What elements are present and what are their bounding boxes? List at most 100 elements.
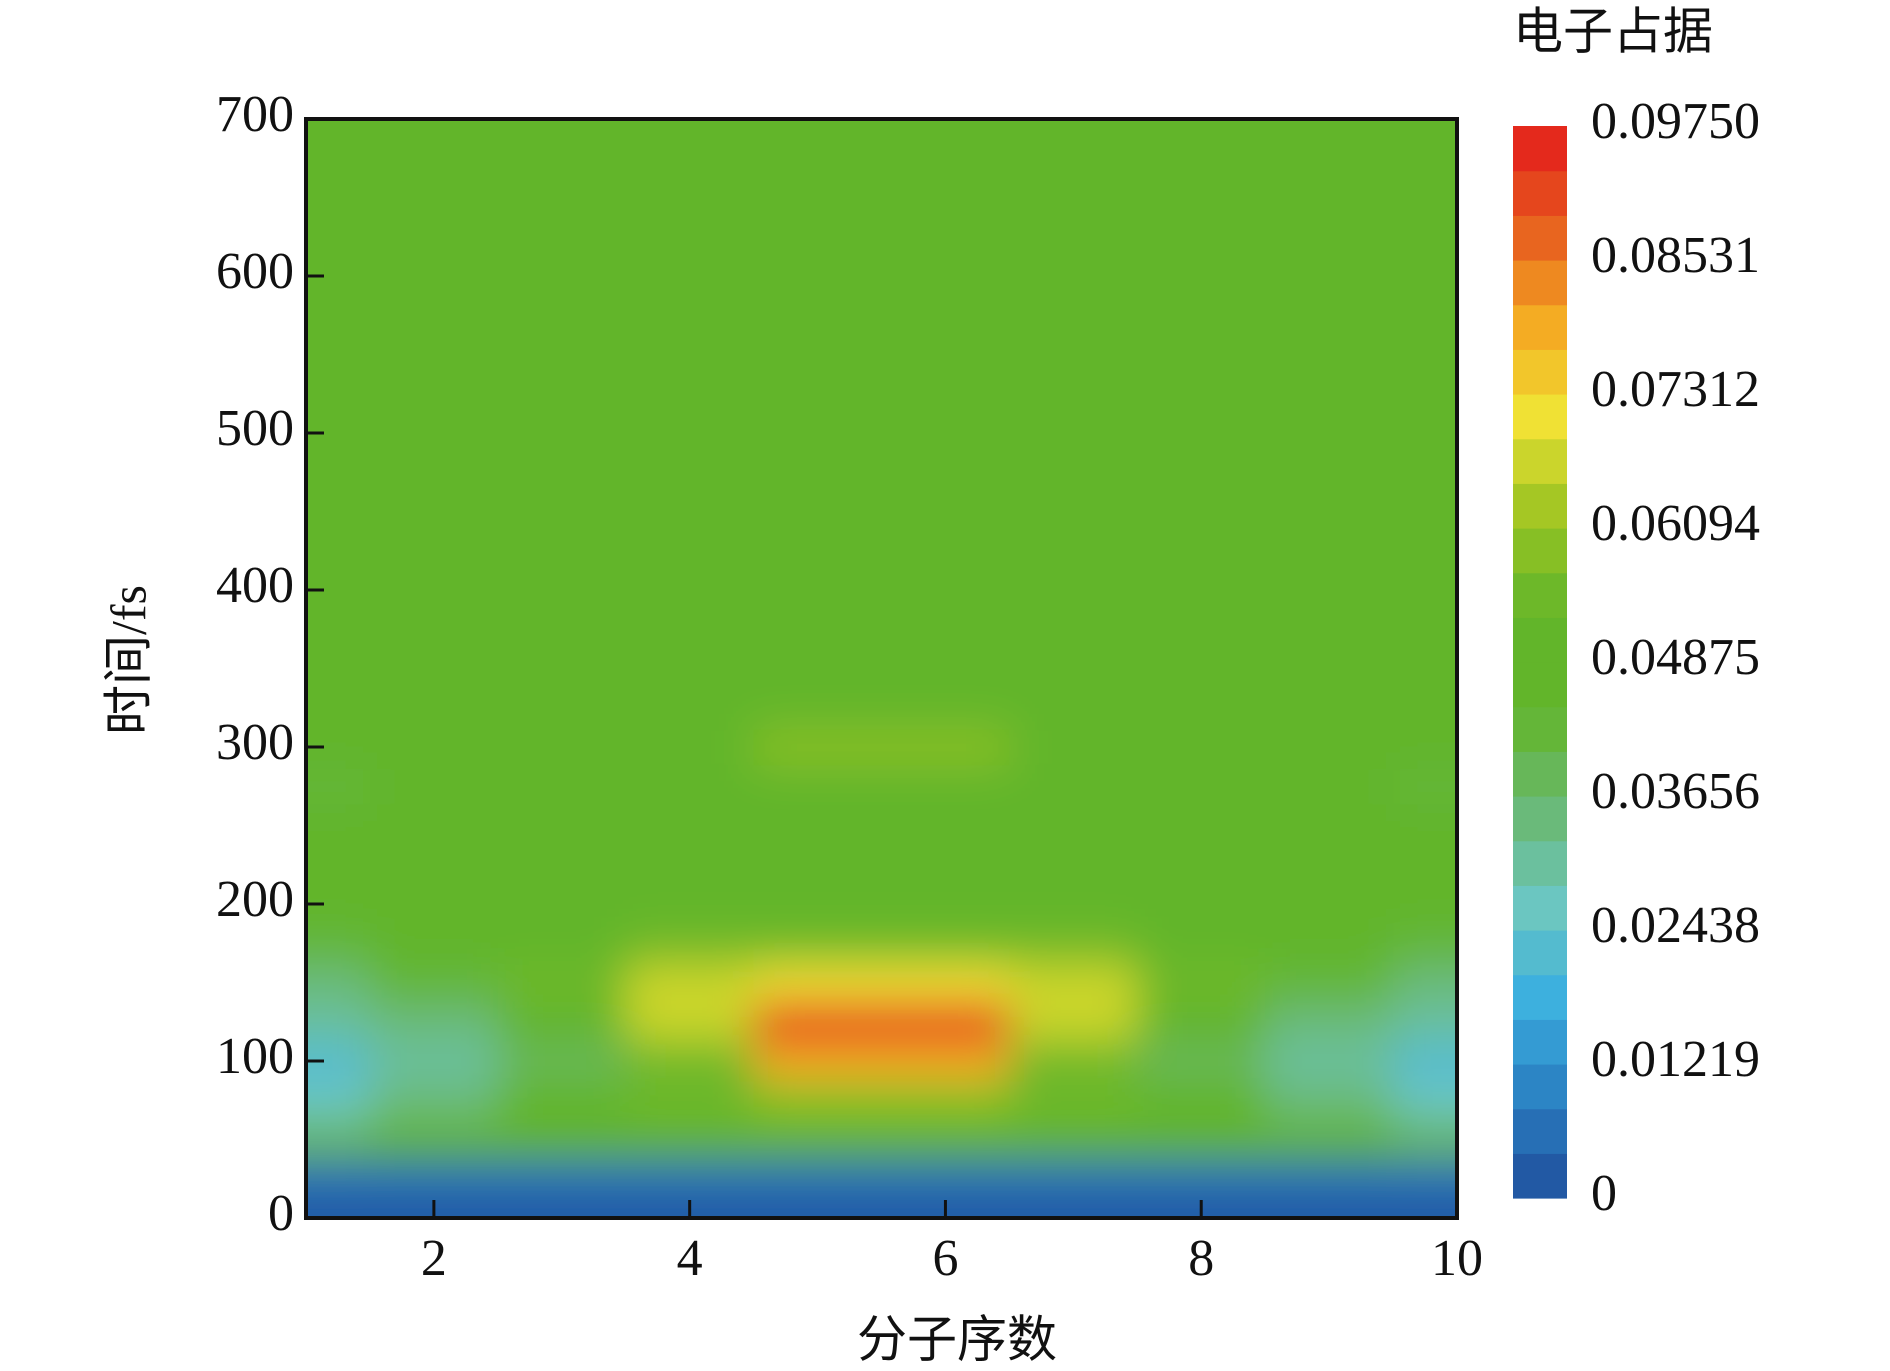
heatmap-cell [1137,413,1266,454]
heatmap-cell [1009,884,1138,925]
heatmap-cell [1265,413,1394,454]
heatmap-cell [497,688,627,728]
heatmap-cell [1393,884,1457,925]
heatmap-cell [881,491,1010,532]
heatmap-cell [1137,119,1266,140]
heatmap-cell [1137,138,1266,179]
colorbar-tick-label: 0.04875 [1591,629,1760,686]
heatmap-cell [306,295,371,336]
heatmap [306,119,1457,1218]
heatmap-cell [753,688,882,728]
heatmap-cell [369,766,499,807]
colorbar-band [1513,662,1567,708]
heatmap-cell [1009,727,1138,768]
heatmap-cell [753,1198,882,1218]
heatmap-cell [497,531,627,571]
y-tick-label: 0 [268,1185,294,1242]
colorbar-band [1513,796,1567,842]
x-tick-label: 2 [421,1230,447,1287]
y-tick-label: 300 [216,714,294,771]
heatmap-cell [753,884,882,925]
y-tick-label: 100 [216,1028,294,1085]
heatmap-cell [369,805,499,846]
heatmap-cell [1393,805,1457,846]
heatmap-cell [1009,570,1138,611]
heatmap-cell [497,334,627,375]
heatmap-cell [753,119,882,140]
heatmap-cell [753,727,882,768]
heatmap-cell [1393,1041,1457,1082]
heatmap-cell [753,805,882,846]
heatmap-cell [497,727,627,768]
heatmap-cell [1393,727,1457,768]
heatmap-cell [369,334,499,375]
heatmap-cell [881,256,1010,297]
heatmap-cell [1265,217,1394,257]
heatmap-cell [881,334,1010,375]
heatmap-cell [1393,452,1457,493]
heatmap-cell [1137,256,1266,297]
heatmap-cell [753,1080,882,1121]
heatmap-cell [1009,609,1138,650]
heatmap-cell [1137,177,1266,218]
heatmap-cell [497,1002,627,1042]
heatmap-cell [369,217,499,257]
heatmap-cell [497,217,627,257]
heatmap-cell [753,1159,882,1199]
heatmap-cell [881,531,1010,571]
heatmap-cell [753,845,882,885]
heatmap-cell [497,884,627,925]
heatmap-cell [497,138,627,179]
y-tick-label: 600 [216,243,294,300]
heatmap-cell [753,962,882,1003]
colorbar-band [1513,394,1567,440]
heatmap-cell [1265,1080,1394,1121]
heatmap-cell [1009,491,1138,532]
colorbar-tick-label: 0.09750 [1591,93,1760,150]
heatmap-cell [497,1080,627,1121]
heatmap-cell [753,648,882,689]
heatmap-cell [1137,923,1266,964]
heatmap-cell [306,688,371,728]
heatmap-cell [1265,962,1394,1003]
heatmap-cell [306,766,371,807]
heatmap-cell [306,1080,371,1121]
heatmap-cell [753,295,882,336]
heatmap-cell [1393,570,1457,611]
heatmap-cell [1265,295,1394,336]
heatmap-cell [497,923,627,964]
heatmap-cell [306,452,371,493]
heatmap-cell [1393,119,1457,140]
colorbar-band [1513,617,1567,663]
colorbar-title: 电子占据 [1513,3,1713,59]
heatmap-cell [1009,217,1138,257]
colorbar-band [1513,483,1567,529]
heatmap-cell [881,413,1010,454]
heatmap-cell [1265,1198,1394,1218]
heatmap-cell [1265,609,1394,650]
colorbar-band [1513,1019,1567,1065]
heatmap-cell [625,766,755,807]
heatmap-cell [369,256,499,297]
heatmap-cell [369,413,499,454]
heatmap-cell [1393,962,1457,1003]
heatmap-cell [625,845,755,885]
heatmap-cell [625,256,755,297]
heatmap-cell [369,1159,499,1199]
heatmap-cell [881,688,1010,728]
heatmap-cell [1009,1119,1138,1160]
colorbar-band [1513,260,1567,306]
heatmap-cell [1009,334,1138,375]
heatmap-cell [1009,1041,1138,1082]
heatmap-cell [497,256,627,297]
heatmap-cell [306,1198,371,1218]
heatmap-cell [1393,177,1457,218]
colorbar-tick-label: 0.07312 [1591,361,1760,418]
heatmap-cell [625,413,755,454]
heatmap-cells [306,119,1457,1218]
heatmap-cell [625,923,755,964]
heatmap-cell [497,845,627,885]
colorbar-tick-label: 0.06094 [1591,495,1760,552]
heatmap-cell [369,570,499,611]
heatmap-cell [369,845,499,885]
